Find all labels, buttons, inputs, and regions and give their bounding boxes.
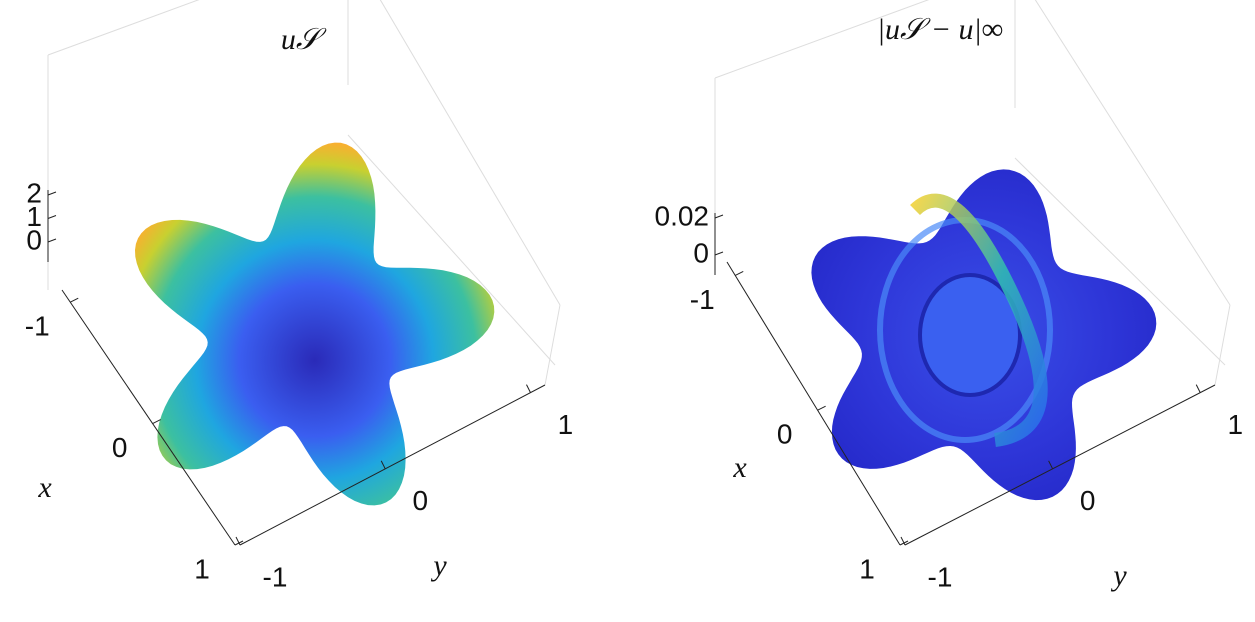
y-tick-label: 1 <box>1227 409 1243 440</box>
y-tick <box>235 536 241 546</box>
y-tick <box>900 536 906 546</box>
x-axis-label: x <box>37 471 52 504</box>
z-tick <box>714 251 724 256</box>
box-edge <box>544 304 561 386</box>
box-edge <box>47 0 200 56</box>
box-edge <box>1034 0 1231 306</box>
x-tick-label: -1 <box>690 284 715 315</box>
x-tick-label: 1 <box>194 553 210 584</box>
box-edge <box>379 0 561 306</box>
x-tick <box>735 271 744 276</box>
box-edge <box>347 134 556 366</box>
y-tick-label: 0 <box>1080 485 1096 516</box>
plot-title: u𝒮 <box>281 23 327 56</box>
x-axis <box>61 289 236 546</box>
x-tick-label: 1 <box>859 553 875 584</box>
z-tick <box>47 191 57 196</box>
y-tick-label: -1 <box>263 561 288 592</box>
x-axis <box>726 261 901 546</box>
y-tick <box>526 384 531 393</box>
z-tick-label: 0.02 <box>655 200 710 231</box>
surface-plot: -1 0 1 -1 0 1 0 0.02 |u𝒮 − u|∞ x y <box>655 0 1243 592</box>
x-tick-label: 0 <box>112 432 128 463</box>
x-tick <box>817 405 826 411</box>
y-tick <box>1195 384 1201 393</box>
y-axis <box>904 384 1216 546</box>
ridge <box>910 193 1048 447</box>
box-edge <box>1214 304 1231 386</box>
ripple <box>918 273 1022 397</box>
y-tick-label: 1 <box>558 409 574 440</box>
y-axis-label: y <box>430 549 447 582</box>
z-tick-label: 0 <box>693 237 709 268</box>
z-tick <box>47 238 57 243</box>
surface <box>135 142 495 506</box>
z-tick-label: 1 <box>26 201 42 232</box>
y-tick-label: 0 <box>412 485 428 516</box>
x-tick <box>152 419 161 425</box>
x-tick <box>70 297 79 303</box>
x-axis-label: x <box>732 451 747 484</box>
x-tick-label: 0 <box>777 419 793 450</box>
box-edge <box>1014 157 1226 366</box>
x-tick-label: -1 <box>25 311 50 342</box>
z-tick-label: 2 <box>26 177 42 208</box>
z-tick <box>714 214 724 219</box>
y-axis <box>239 384 546 546</box>
y-tick-label: -1 <box>928 561 953 592</box>
y-tick <box>1048 460 1054 470</box>
z-tick <box>47 215 57 219</box>
z-tick-label: 0 <box>26 224 42 255</box>
y-tick <box>380 460 386 470</box>
y-axis-label: y <box>1110 559 1127 592</box>
plot-title: |u𝒮 − u|∞ <box>877 13 1003 46</box>
box-edge <box>714 0 930 79</box>
